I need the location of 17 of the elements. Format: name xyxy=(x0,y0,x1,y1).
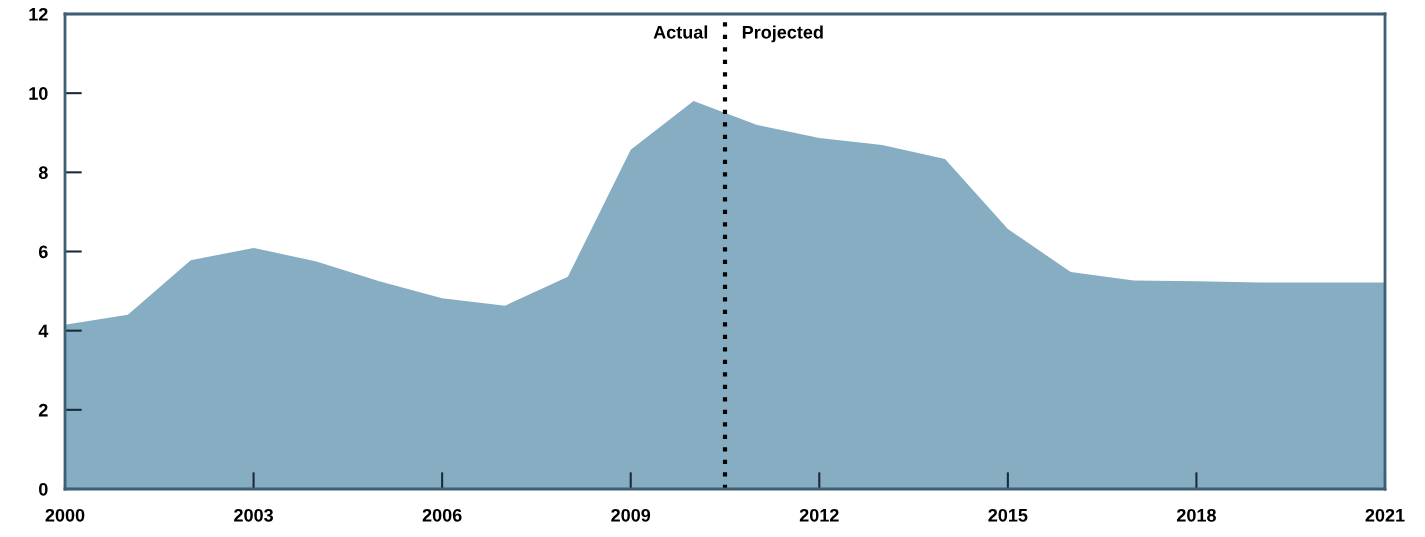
x-tick-label: 2021 xyxy=(1365,508,1405,522)
y-tick-label: 12 xyxy=(29,7,48,21)
x-tick-label: 2018 xyxy=(1176,508,1216,522)
annotation: Projected xyxy=(742,25,823,43)
y-tick-label: 4 xyxy=(38,324,49,338)
y-tick-label: 6 xyxy=(38,245,48,259)
x-tick-label: 2000 xyxy=(45,508,85,522)
x-tick-label: 2006 xyxy=(422,508,462,522)
annotation: Actual xyxy=(653,25,708,39)
x-tick-label: 2003 xyxy=(234,508,273,522)
y-tick-label: 10 xyxy=(29,87,48,100)
x-tick-label: 2015 xyxy=(988,508,1028,522)
x-tick-label: 2012 xyxy=(799,508,839,522)
y-tick-label: 8 xyxy=(38,166,48,180)
y-tick-label: 0 xyxy=(39,482,48,496)
x-tick-label: 2009 xyxy=(611,508,651,522)
y-tick-label: 2 xyxy=(38,403,48,417)
